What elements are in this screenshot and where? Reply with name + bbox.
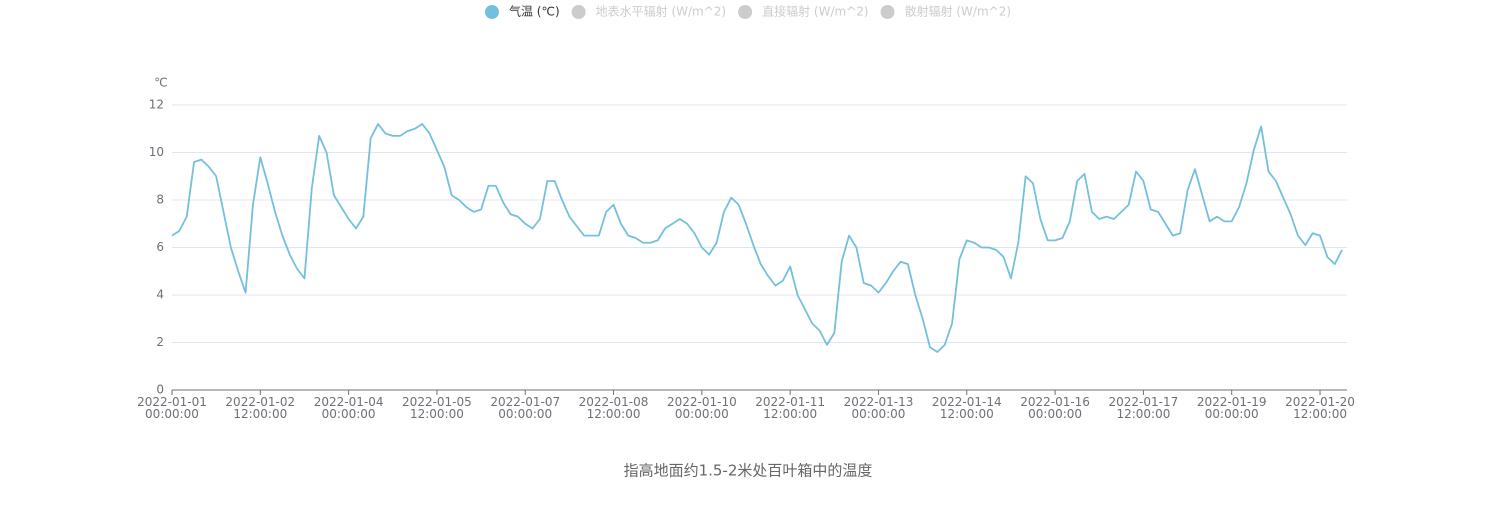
x-tick-label: 2022-01-20 12:00:00 xyxy=(1285,395,1355,421)
temperature-line xyxy=(171,123,1343,353)
x-tick-label: 2022-01-07 00:00:00 xyxy=(490,395,560,421)
x-tick-label: 2022-01-11 12:00:00 xyxy=(755,395,825,421)
y-tick-label: 8 xyxy=(156,193,164,207)
legend-label: 地表水平辐射 (W/m^2) xyxy=(596,4,726,19)
y-tick-label: 0 xyxy=(156,383,164,397)
legend-item[interactable]: 直接辐射 (W/m^2) xyxy=(738,4,869,20)
x-tick-label: 2022-01-13 00:00:00 xyxy=(844,395,914,421)
y-tick-label: 4 xyxy=(156,288,164,302)
x-tick-label: 2022-01-16 00:00:00 xyxy=(1020,395,1090,421)
y-tick-label: 2 xyxy=(156,335,164,349)
legend-marker xyxy=(738,5,753,19)
legend-label: 直接辐射 (W/m^2) xyxy=(762,4,868,19)
legend-item[interactable]: 气温 (℃) xyxy=(484,4,560,20)
x-tick-label: 2022-01-02 12:00:00 xyxy=(225,395,295,421)
caption: 指高地面约1.5-2米处百叶箱中的温度 xyxy=(624,462,873,480)
y-tick-label: 10 xyxy=(149,145,164,159)
legend-marker xyxy=(484,5,499,19)
x-tick-label: 2022-01-17 12:00:00 xyxy=(1109,395,1179,421)
legend-item[interactable]: 散射辐射 (W/m^2) xyxy=(880,4,1011,20)
x-tick-label: 2022-01-19 00:00:00 xyxy=(1197,395,1267,421)
legend-label: 散射辐射 (W/m^2) xyxy=(905,4,1011,19)
x-tick-label: 2022-01-10 00:00:00 xyxy=(667,395,737,421)
y-tick-label: 6 xyxy=(156,240,164,254)
legend-label: 气温 (℃) xyxy=(509,4,560,19)
legend: 气温 (℃) 地表水平辐射 (W/m^2) 直接辐射 (W/m^2) 散射辐射 (W/… xyxy=(484,4,1011,20)
legend-marker xyxy=(880,5,895,19)
y-tick-label: 12 xyxy=(149,98,164,112)
x-tick-label: 2022-01-01 00:00:00 xyxy=(137,395,207,421)
x-tick-label: 2022-01-04 00:00:00 xyxy=(314,395,384,421)
legend-marker xyxy=(571,5,586,19)
x-tick-label: 2022-01-08 12:00:00 xyxy=(579,395,649,421)
y-axis-label: ℃ xyxy=(154,76,167,90)
x-tick-label: 2022-01-14 12:00:00 xyxy=(932,395,1002,421)
legend-item[interactable]: 地表水平辐射 (W/m^2) xyxy=(571,4,726,20)
x-tick-label: 2022-01-05 12:00:00 xyxy=(402,395,472,421)
